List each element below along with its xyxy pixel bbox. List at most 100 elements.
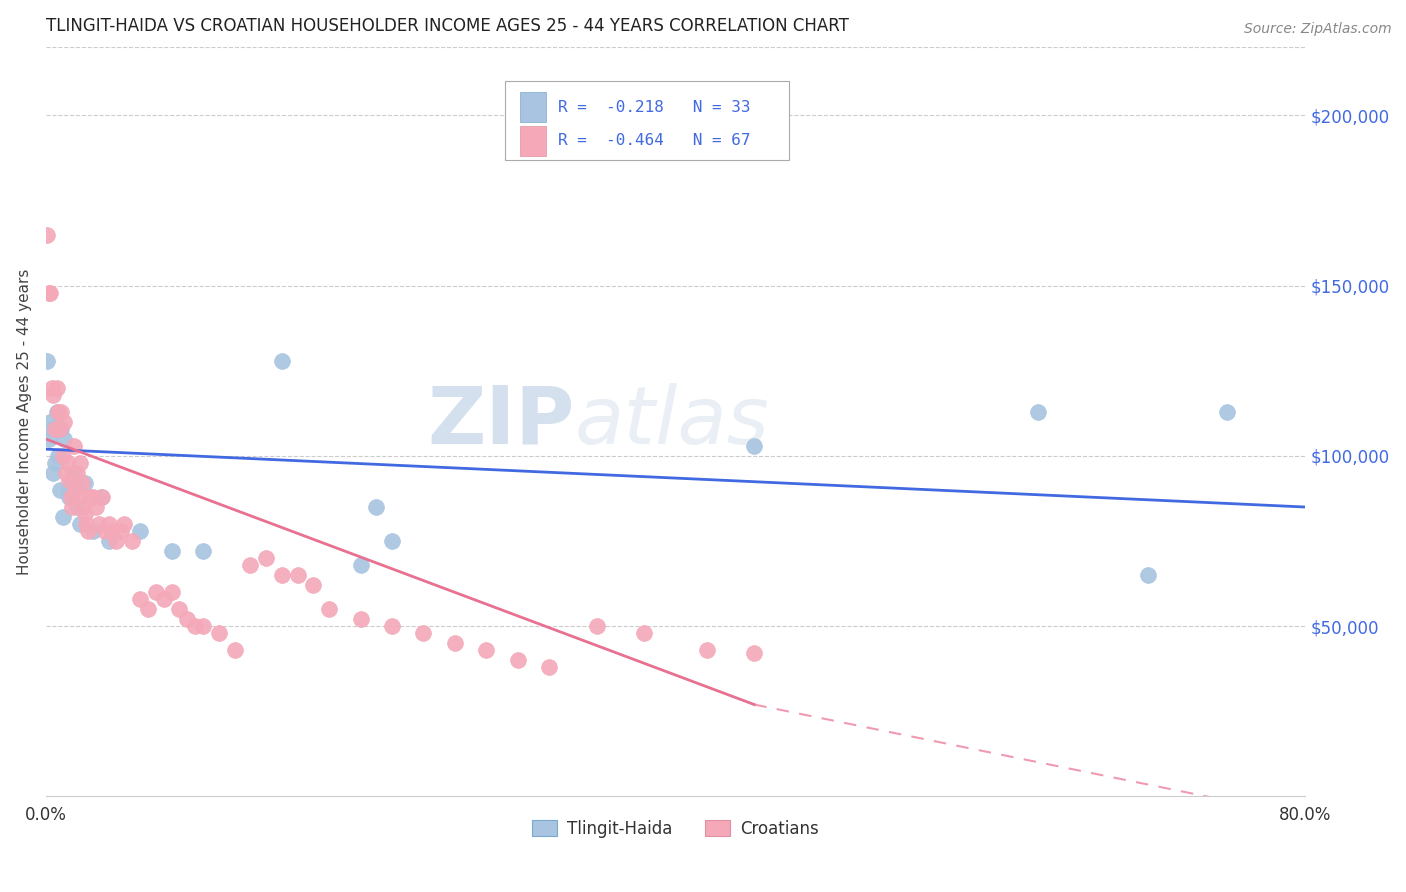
Point [65,483,87,497]
Point [318,602,340,616]
Point [39,285,62,300]
Point [60,476,83,491]
Point [110,524,132,538]
Point [63,466,86,480]
Point [52,449,75,463]
Text: atlas: atlas [575,383,769,461]
Point [184,619,207,633]
Point [41,422,63,436]
Point [60,500,83,514]
Point [38,432,60,446]
Point [270,568,292,582]
Point [87,517,110,532]
Point [69,456,91,470]
Text: R =  -0.218   N = 33: R = -0.218 N = 33 [558,100,751,115]
Point [72,500,94,514]
Point [82,524,104,538]
Point [270,353,292,368]
Point [475,643,498,657]
Point [56,483,79,497]
Point [100,524,122,538]
Point [105,534,128,549]
Point [208,626,231,640]
Point [1136,568,1159,582]
Point [94,524,117,538]
Point [56,456,79,470]
Point [121,534,143,549]
Point [55,466,77,480]
Point [254,551,277,566]
Point [136,602,159,616]
Point [53,415,76,429]
Point [169,602,191,616]
Point [176,612,198,626]
Point [76,517,98,532]
Point [145,585,167,599]
FancyBboxPatch shape [520,126,546,156]
Point [97,534,120,549]
Point [1026,405,1049,419]
Point [90,490,112,504]
Text: TLINGIT-HAIDA VS CROATIAN HOUSEHOLDER INCOME AGES 25 - 44 YEARS CORRELATION CHAR: TLINGIT-HAIDA VS CROATIAN HOUSEHOLDER IN… [45,17,848,35]
Point [39,415,62,429]
Point [160,585,183,599]
Point [506,653,529,667]
Point [63,439,86,453]
Point [58,490,80,504]
FancyBboxPatch shape [505,81,789,160]
Point [302,578,325,592]
Point [349,558,371,572]
Point [48,483,70,497]
Point [73,476,96,491]
Text: ZIP: ZIP [427,383,575,461]
Point [59,490,82,504]
Point [70,476,93,491]
Point [82,490,104,504]
FancyBboxPatch shape [520,92,546,122]
Point [191,619,214,633]
Point [129,591,152,606]
Point [46,449,69,463]
Point [77,524,100,538]
Point [44,456,66,470]
Point [349,612,371,626]
Point [366,500,388,514]
Point [129,524,152,538]
Point [48,422,70,436]
Point [38,285,60,300]
Text: Source: ZipAtlas.com: Source: ZipAtlas.com [1244,22,1392,37]
Point [37,227,59,242]
Point [66,466,89,480]
Point [67,490,90,504]
Point [52,510,75,524]
Point [381,619,404,633]
Point [51,422,73,436]
Text: R =  -0.464   N = 67: R = -0.464 N = 67 [558,134,751,148]
Point [287,568,309,582]
Point [633,626,655,640]
Point [152,591,174,606]
Point [97,517,120,532]
Point [79,490,101,504]
Point [45,405,67,419]
Point [696,643,718,657]
Point [191,544,214,558]
Point [112,517,135,532]
Legend: Tlingit-Haida, Croatians: Tlingit-Haida, Croatians [524,813,825,845]
Point [538,660,561,674]
Point [66,500,89,514]
Point [160,544,183,558]
Point [42,387,65,401]
Point [58,473,80,487]
Point [73,507,96,521]
Point [84,500,107,514]
Point [585,619,607,633]
Point [46,405,69,419]
Point [51,405,73,419]
Point [45,381,67,395]
Point [239,558,262,572]
Point [44,422,66,436]
Point [53,432,76,446]
Point [742,439,765,453]
Point [224,643,246,657]
